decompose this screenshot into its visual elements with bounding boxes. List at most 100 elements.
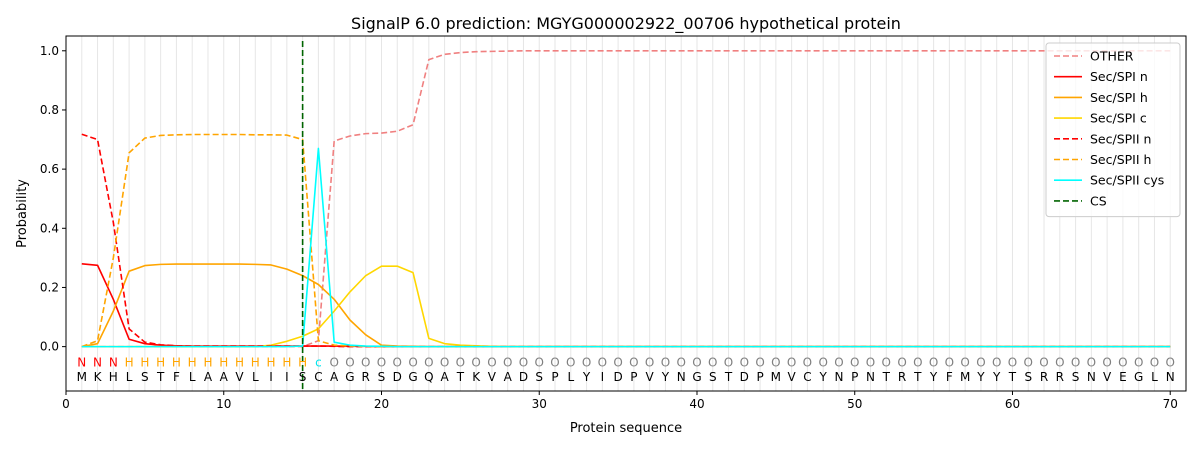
region-label: O [471,355,480,369]
y-axis-label: Probability [15,179,30,248]
series-line-sec-spii-cys [81,147,1171,348]
y-tick-label: 0.8 [40,103,59,117]
region-label: O [1118,355,1127,369]
y-tick-label: 0.6 [40,162,59,176]
y-tick-label: 0.0 [40,340,59,354]
region-label: O [976,355,985,369]
x-tick-label: 30 [532,397,547,411]
sequence-residue: D [740,370,749,384]
region-label: O [803,355,812,369]
region-label: O [740,355,749,369]
region-label: O [408,355,417,369]
plot-frame [65,35,1187,392]
legend-label: OTHER [1090,49,1134,64]
sequence-residue: N [834,370,843,384]
sequence-residue: I [285,370,289,384]
sequence-residue: C [314,370,322,384]
legend-label: CS [1090,193,1107,208]
sequence-residue: S [378,370,386,384]
region-label: N [109,355,118,369]
region-label: O [1008,355,1017,369]
region-label: c [315,355,322,369]
sequence-residue: P [756,370,763,384]
region-label: O [329,355,338,369]
x-tick-label: 20 [374,397,389,411]
sequence-residue: F [173,370,180,384]
sequence-residue: D [393,370,402,384]
region-label: O [708,355,717,369]
sequence-residue: Y [819,370,828,384]
sequence-residue: N [1166,370,1175,384]
region-label: H [267,355,276,369]
region-label: O [818,355,827,369]
sequence-residue: V [788,370,797,384]
sequence-residue: S [141,370,149,384]
region-label: O [535,355,544,369]
y-tick-label: 1.0 [40,44,59,58]
region-label: O [582,355,591,369]
sequence-residue: G [692,370,701,384]
sequence-residue: Y [976,370,985,384]
sequence-residue: I [601,370,605,384]
region-label: H [188,355,197,369]
region-label: O [345,355,354,369]
region-label: H [172,355,181,369]
sequence-residue: L [567,370,574,384]
region-label: O [1024,355,1033,369]
x-tick-label: 50 [847,397,862,411]
region-label: O [1087,355,1096,369]
sequence-residue: L [1151,370,1158,384]
region-label: O [882,355,891,369]
sequence-residue: M [771,370,781,384]
region-label: O [1134,355,1143,369]
sequence-residue: A [504,370,513,384]
sequence-residue: T [456,370,465,384]
region-label: H [140,355,149,369]
sequence-residue: N [866,370,875,384]
region-label: O [866,355,875,369]
ticks-layer: 0 10 20 30 40 50 60 70 0.0 0.2 0.4 0.6 0.8 1.0 [40,44,1178,411]
sequence-residue: Y [661,370,670,384]
legend-label: Sec/SPII h [1090,152,1151,167]
sequence-residue: S [1024,370,1032,384]
region-label: O [503,355,512,369]
legend-box [1045,42,1181,218]
sequence-residue: Q [424,370,433,384]
x-tick-label: 70 [1163,397,1178,411]
legend-label: Sec/SPI h [1090,90,1148,105]
region-label: O [1150,355,1159,369]
region-label: O [850,355,859,369]
legend-label: Sec/SPII n [1090,131,1151,146]
sequence-residue: T [882,370,891,384]
region-label: H [125,355,134,369]
region-label: O [1039,355,1048,369]
region-label: O [834,355,843,369]
y-tick-label: 0.4 [40,221,59,235]
region-label: O [913,355,922,369]
sequence-residue: S [709,370,717,384]
sequence-residue: V [235,370,244,384]
sequence-residue: P [630,370,637,384]
sequence-residue: M [77,370,87,384]
sequence-residue: Y [929,370,938,384]
region-label: O [929,355,938,369]
region-label: N [93,355,102,369]
sequence-residue: V [646,370,655,384]
sequence-residue: K [472,370,481,384]
x-tick-label: 0 [62,397,70,411]
sequence-residue: T [913,370,922,384]
sequence-residue: G [345,370,354,384]
sequence-residue: P [851,370,858,384]
region-label: H [235,355,244,369]
region-label: O [393,355,402,369]
y-tick-label: 0.2 [40,280,59,294]
region-label: O [566,355,575,369]
sequence-residue: N [677,370,686,384]
region-label: O [487,355,496,369]
sequence-residue: T [724,370,733,384]
region-label: O [960,355,969,369]
sequence-residue: L [126,370,133,384]
region-label: H [219,355,228,369]
